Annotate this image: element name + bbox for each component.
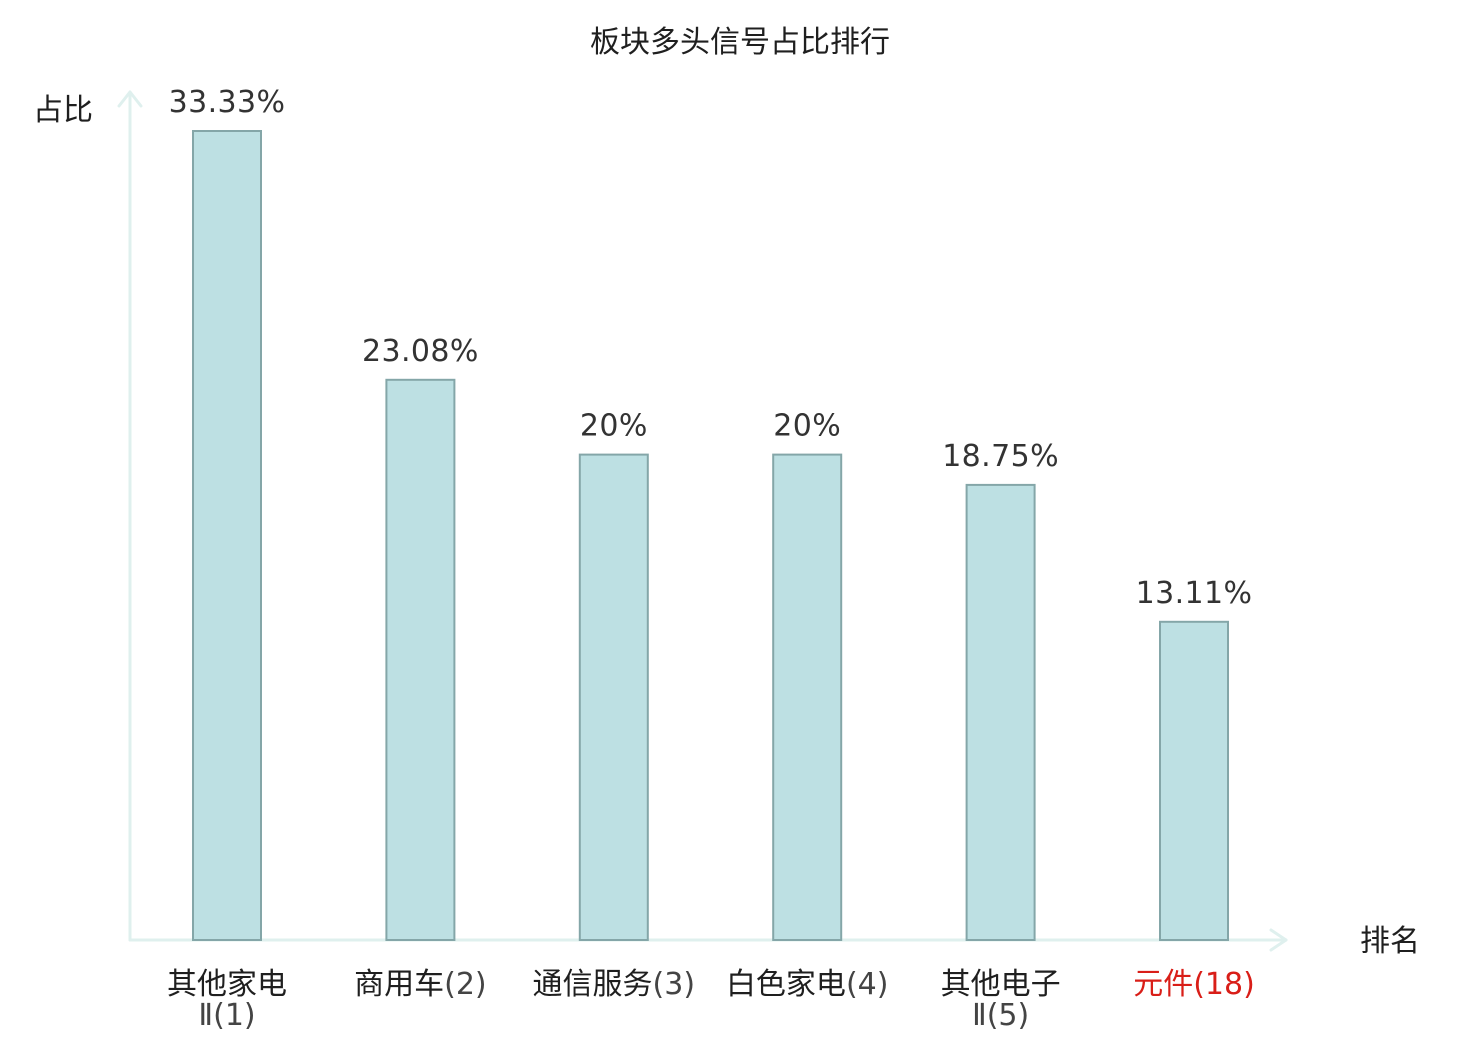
bars-group bbox=[192, 130, 1229, 941]
bar-value-label: 20% bbox=[773, 409, 841, 444]
bar-value-label: 33.33% bbox=[169, 85, 286, 120]
category-label: 元件(18) bbox=[1133, 967, 1255, 1002]
category-labels-group: 其他家电 Ⅱ(1) 商用车(2) 通信服务(3) 白色家电(4) 其他电子 Ⅱ(5) 元件(1… bbox=[167, 967, 1255, 1033]
axes bbox=[117, 90, 1288, 952]
y-axis-arrowhead bbox=[117, 90, 143, 108]
bar bbox=[192, 130, 262, 941]
chart-title: 板块多头信号占比排行 bbox=[590, 25, 890, 60]
category-label: 其他电子 Ⅱ(5) bbox=[941, 967, 1061, 1033]
bar bbox=[965, 483, 1036, 941]
value-labels-group: 33.33% 23.08% 20% 20% 18.75% 13.11% bbox=[169, 85, 1253, 611]
x-axis-arrowhead bbox=[1269, 928, 1288, 952]
bar bbox=[385, 378, 456, 941]
bar bbox=[1159, 620, 1229, 941]
bar-value-label: 20% bbox=[580, 409, 648, 444]
bar-value-label: 18.75% bbox=[942, 439, 1059, 474]
x-axis-label: 排名 bbox=[1360, 924, 1420, 959]
category-label: 通信服务(3) bbox=[533, 967, 696, 1002]
category-label: 商用车(2) bbox=[354, 967, 487, 1002]
category-label: 其他家电 Ⅱ(1) bbox=[167, 967, 287, 1033]
category-label: 白色家电(4) bbox=[726, 967, 889, 1002]
y-axis-label: 占比 bbox=[33, 93, 93, 128]
bar-value-label: 13.11% bbox=[1136, 576, 1253, 611]
bar bbox=[578, 453, 649, 941]
bar-value-label: 23.08% bbox=[362, 334, 479, 369]
bar bbox=[772, 453, 843, 941]
